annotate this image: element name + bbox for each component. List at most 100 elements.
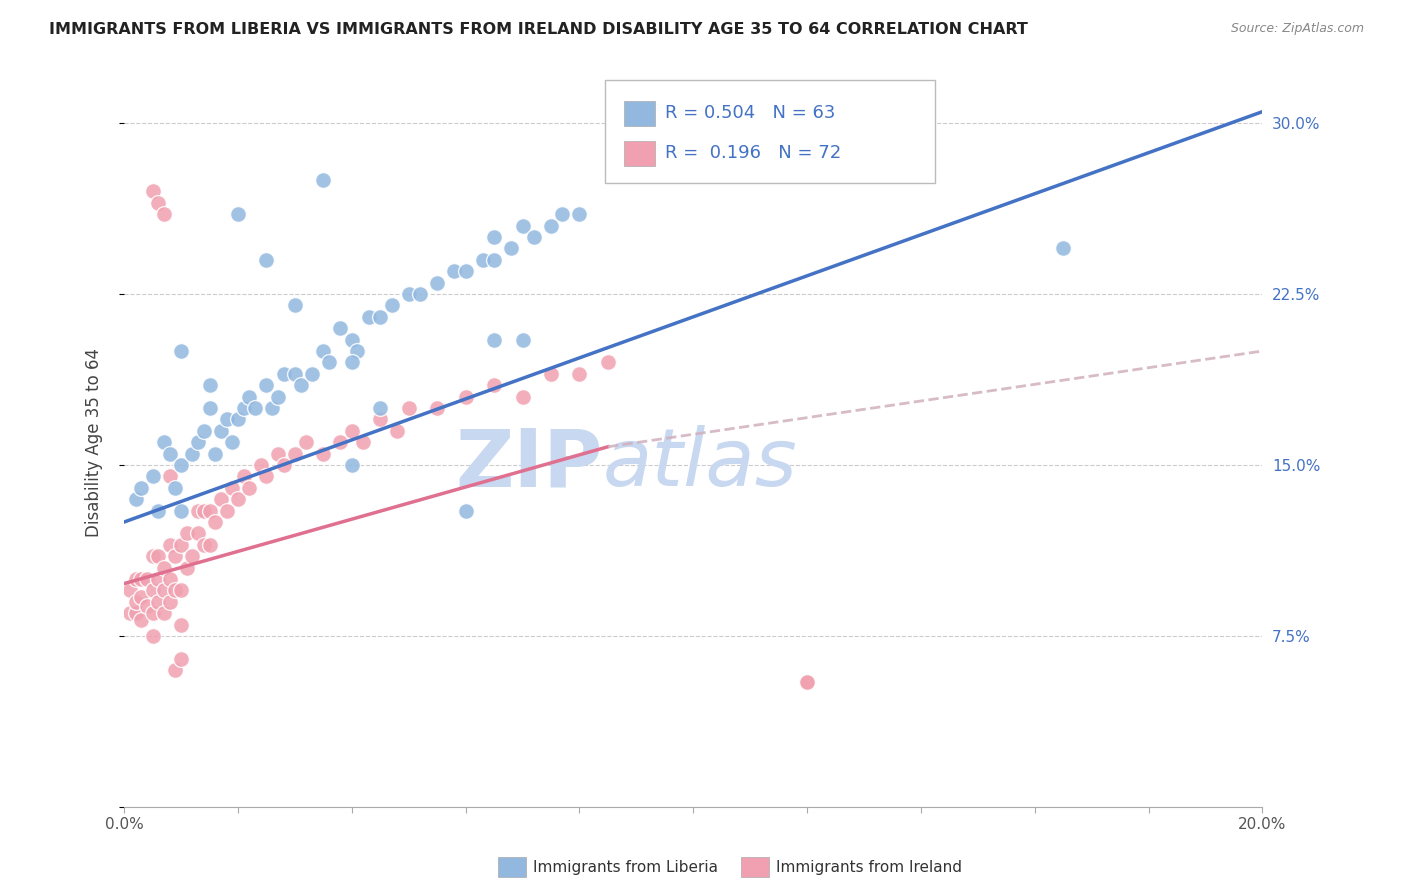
Text: IMMIGRANTS FROM LIBERIA VS IMMIGRANTS FROM IRELAND DISABILITY AGE 35 TO 64 CORRE: IMMIGRANTS FROM LIBERIA VS IMMIGRANTS FR… [49,22,1028,37]
Point [454,264,477,278]
Point [153,435,176,450]
Point [267,447,290,461]
Point [568,367,591,381]
Point [284,367,307,381]
Text: ZIP: ZIP [456,425,602,503]
Point [482,252,505,267]
Point [142,185,165,199]
Text: Source: ZipAtlas.com: Source: ZipAtlas.com [1230,22,1364,36]
Point [523,230,546,244]
Point [501,242,523,256]
Point [540,367,562,381]
Point [170,652,193,666]
Point [254,469,277,483]
Point [153,606,176,620]
Point [176,560,198,574]
Text: Immigrants from Ireland: Immigrants from Ireland [776,860,962,874]
Point [170,503,193,517]
Point [204,447,226,461]
Point [124,492,146,507]
Point [312,344,335,359]
Point [148,503,170,517]
Point [340,424,363,438]
Point [135,599,157,614]
Point [129,613,152,627]
Point [273,367,295,381]
Point [596,355,619,369]
Point [221,481,243,495]
Point [193,424,215,438]
Point [209,492,232,507]
Point [409,287,432,301]
Point [284,447,307,461]
Point [198,378,221,392]
Point [232,469,254,483]
Point [796,674,818,689]
Text: R = 0.504   N = 63: R = 0.504 N = 63 [665,104,835,122]
Y-axis label: Disability Age 35 to 64: Disability Age 35 to 64 [86,348,103,537]
Point [124,572,146,586]
Point [159,538,181,552]
Point [329,321,352,335]
Point [118,606,141,620]
Point [159,595,181,609]
Point [215,412,238,426]
Point [209,424,232,438]
Point [142,629,165,643]
Point [454,390,477,404]
Point [165,481,187,495]
Point [262,401,284,415]
Point [198,503,221,517]
Point [368,412,391,426]
Point [426,401,449,415]
Point [226,207,249,221]
Point [153,583,176,598]
Point [129,481,152,495]
Point [340,355,363,369]
Point [551,207,574,221]
Point [181,549,204,564]
Point [512,333,534,347]
Point [165,583,187,598]
Point [312,447,335,461]
Point [381,298,404,312]
Point [426,276,449,290]
Point [193,538,215,552]
Point [221,435,243,450]
Point [387,424,409,438]
Point [118,583,141,598]
Point [368,310,391,324]
Point [340,458,363,472]
Point [398,401,420,415]
Point [165,663,187,677]
Point [443,264,465,278]
Point [471,252,494,267]
Point [129,572,152,586]
Point [454,503,477,517]
Point [148,549,170,564]
Point [1052,242,1074,256]
Point [198,401,221,415]
Point [148,195,170,210]
Point [187,435,209,450]
Point [181,447,204,461]
Point [329,435,352,450]
Point [226,412,249,426]
Point [340,333,363,347]
Point [159,447,181,461]
Point [204,515,226,529]
Point [346,344,368,359]
Point [198,538,221,552]
Point [267,390,290,404]
Point [482,230,505,244]
Point [368,401,391,415]
Point [352,435,374,450]
Point [301,367,323,381]
Point [318,355,340,369]
Point [796,674,818,689]
Point [226,492,249,507]
Point [124,595,146,609]
Point [135,572,157,586]
Point [170,538,193,552]
Point [153,207,176,221]
